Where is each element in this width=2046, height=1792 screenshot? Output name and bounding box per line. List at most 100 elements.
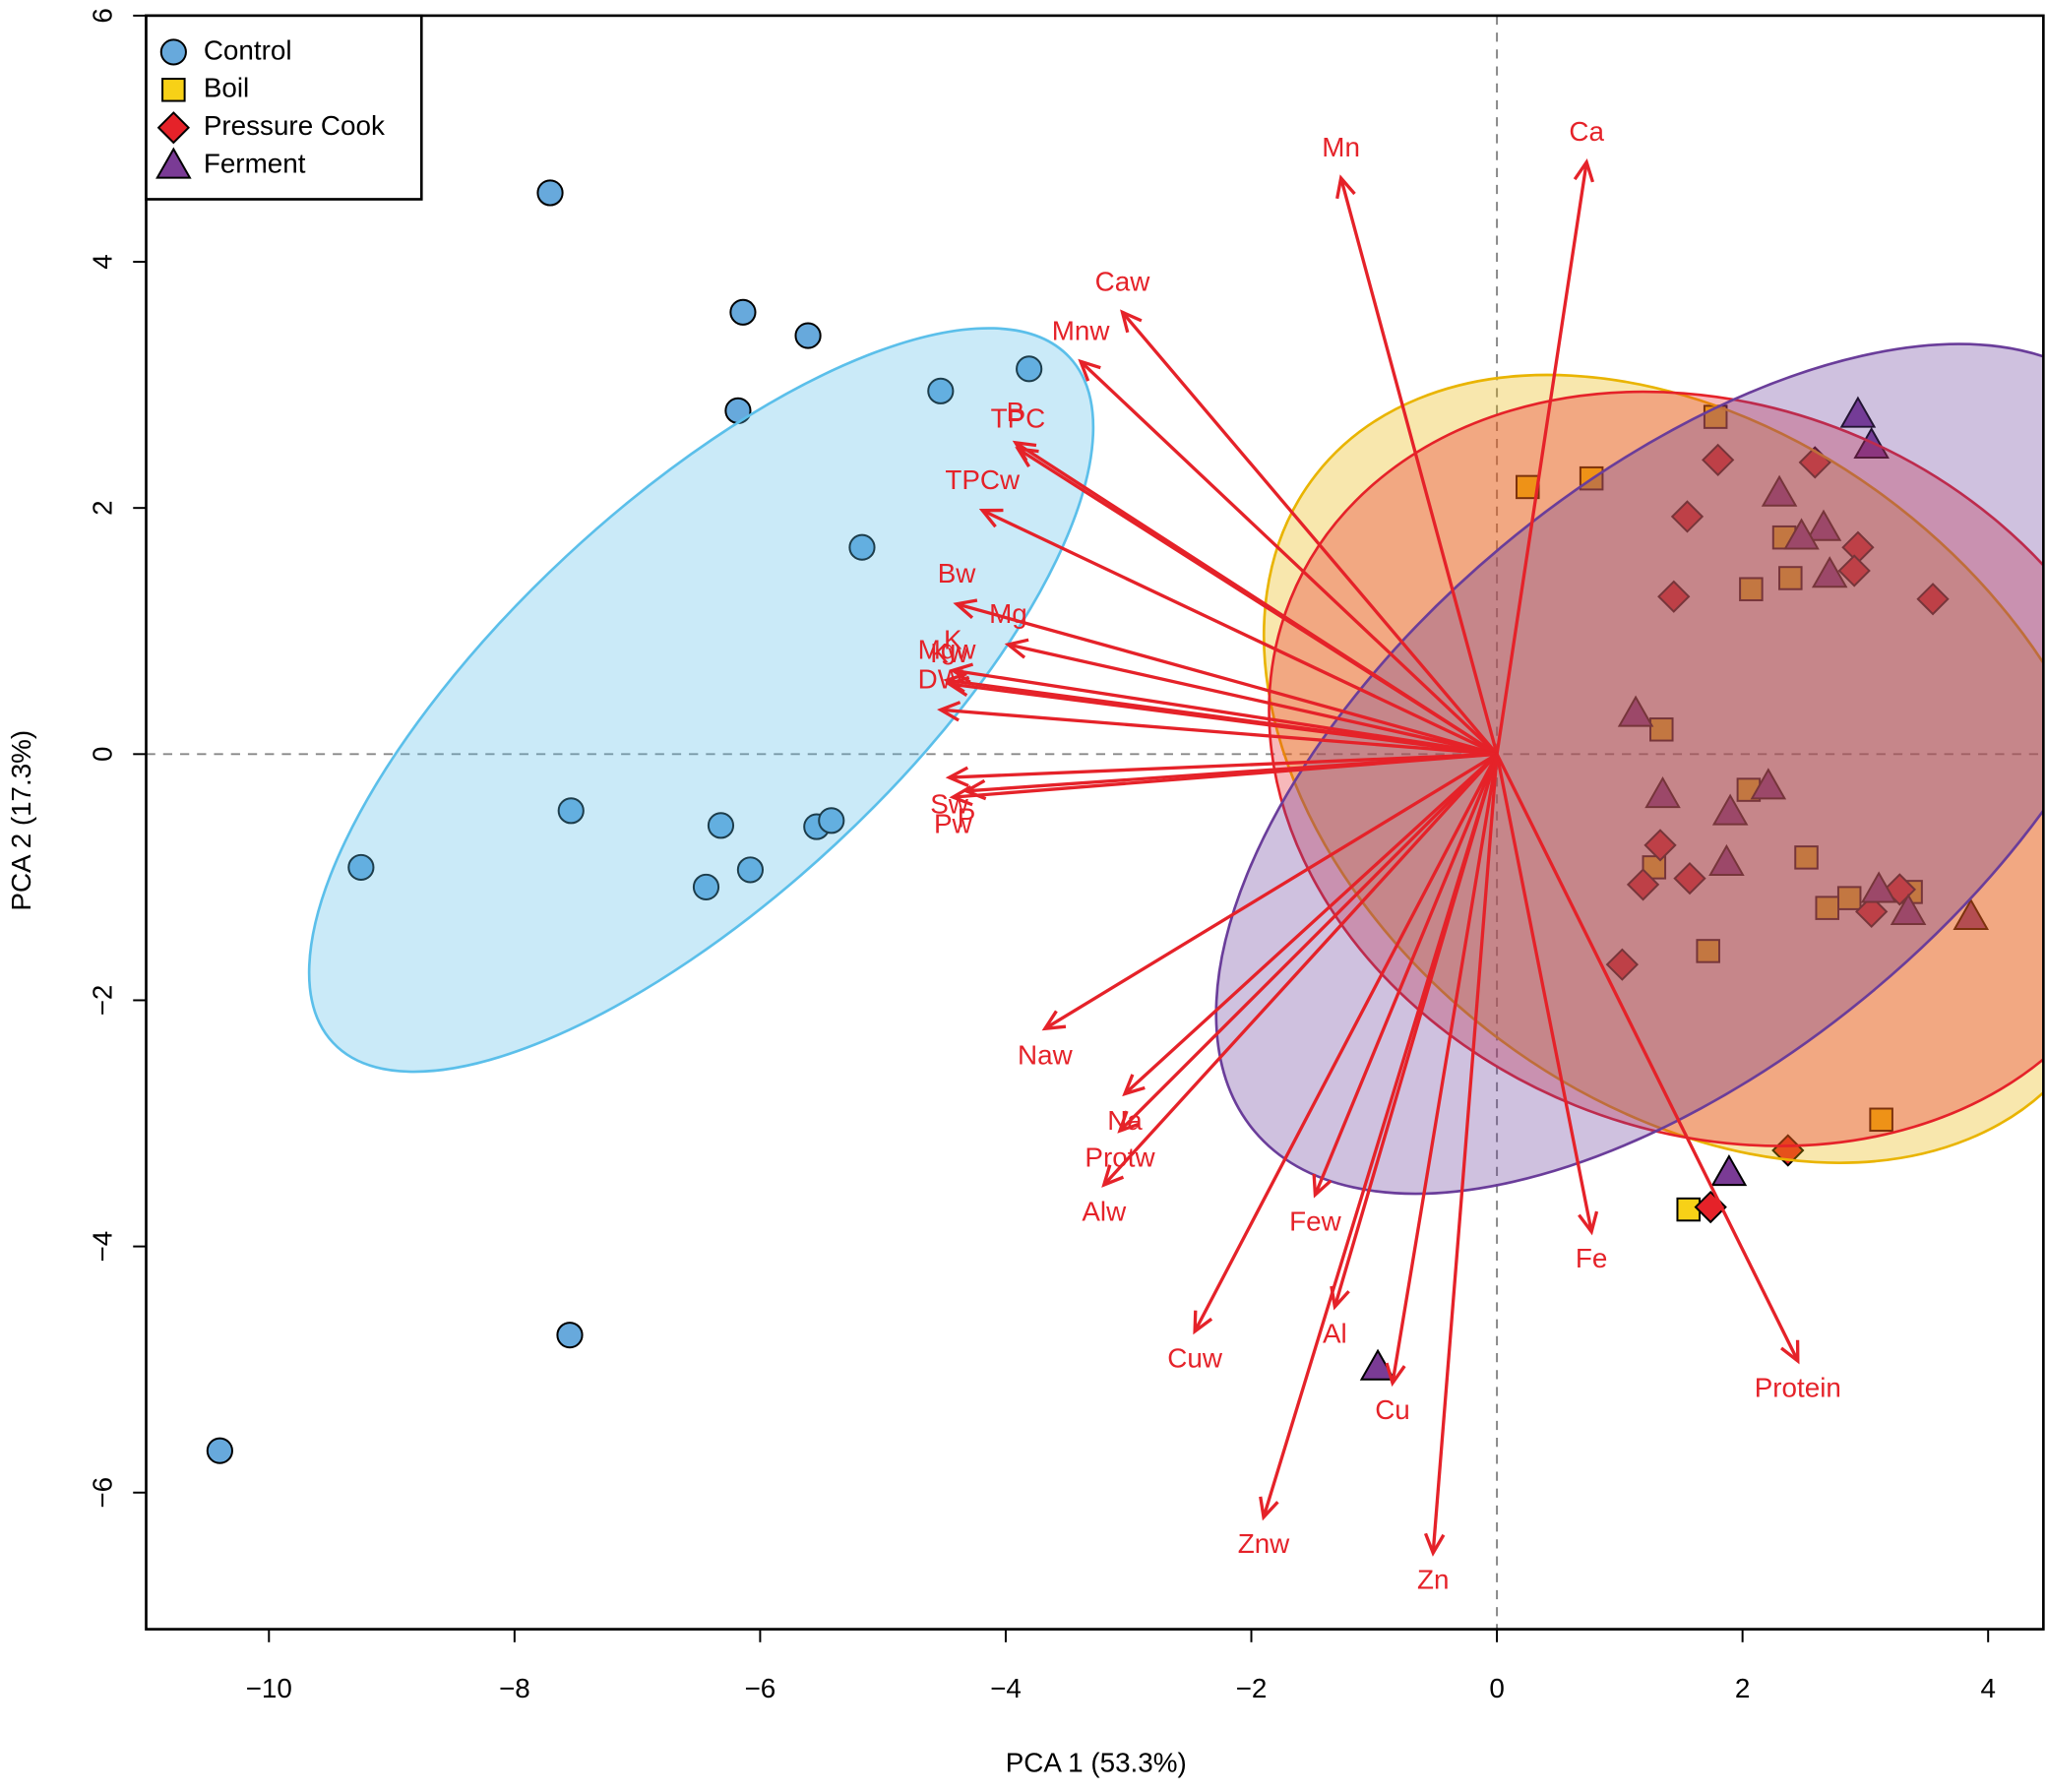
arrowhead [1015,447,1039,468]
legend-marker [156,111,190,145]
point [1626,868,1660,901]
point [1708,843,1745,876]
point [1657,580,1691,613]
legend-box [145,14,423,201]
loading-label: Alw [1082,1197,1127,1227]
point [927,377,955,404]
loading-label: Few [1289,1206,1341,1237]
legend-marker [161,78,186,102]
point [1711,793,1749,826]
y-tick-label: −4 [87,1231,117,1263]
point [1702,443,1735,477]
loading-arrow [1431,754,1499,1554]
point [729,298,757,326]
loading-label: Fe [1576,1243,1607,1273]
loading-arrow [1339,177,1499,755]
point [1860,871,1897,903]
loading-label: K [944,625,962,655]
point [1676,1197,1701,1222]
point [1811,556,1848,588]
loading-arrow [981,509,1498,756]
loading-arrow [1495,753,1593,1232]
arrowhead [1385,1362,1406,1388]
arrowhead [1004,638,1029,659]
loading-label: TPC [991,402,1046,433]
x-axis-label: PCA 1 (53.3%) [1006,1748,1187,1778]
point [794,322,822,349]
y-tick-label: −6 [87,1477,117,1509]
point [1953,897,1990,930]
y-tick-label: 0 [87,747,117,762]
point [347,853,375,881]
arrowhead [1259,1496,1279,1521]
y-tick-label: 6 [87,8,117,23]
loading-label: Al [1323,1318,1347,1348]
loading-label: Zn [1417,1565,1449,1595]
loading-arrow [956,602,1498,756]
loading-label: Mgw [918,635,977,665]
legend-label: Pressure Cook [204,110,385,141]
point [557,797,585,825]
loading-label: Mn [1322,132,1360,162]
point [556,1322,584,1349]
point [1761,474,1798,507]
arrowhead [1573,157,1595,183]
loading-label: Mg [989,598,1027,629]
loading-label: Pw [934,809,973,839]
y-tick-label: 2 [87,500,117,515]
loading-label: Sw [930,789,969,820]
x-tick-label: −6 [745,1673,776,1703]
loading-arrow [1391,754,1499,1384]
loading-arrow [1123,753,1499,1095]
loading-arrow [946,678,1498,756]
loading-label: B [1007,397,1025,427]
loading-arrow [1079,360,1499,756]
loading-arrow [1262,753,1499,1518]
arrowhead [1120,309,1143,334]
loading-label: P [958,802,976,833]
arrowhead [1193,1310,1213,1335]
y-axis-label: PCA 2 (17.3%) [6,730,36,911]
loading-label: TPCw [945,464,1021,495]
point [818,807,845,834]
point [1916,583,1950,616]
point [536,179,564,207]
point [1794,845,1819,870]
point [1778,566,1803,590]
arrowhead [1423,1532,1446,1557]
x-tick-label: −2 [1236,1673,1268,1703]
loading-arrow [1102,753,1499,1187]
x-tick-label: −4 [990,1673,1022,1703]
arrowhead [1578,1210,1599,1236]
confidence-ellipse [1214,342,2044,1196]
arrowhead [962,778,987,801]
legend-label: Control [204,34,292,65]
arrowhead [943,672,967,694]
point [1805,509,1842,541]
legend: Control Boil Pressure Cook Ferment [145,14,423,201]
loading-label: Caw [1095,267,1151,297]
loading-arrow [1495,753,1800,1362]
loading-arrow [1313,753,1499,1196]
loading-arrow [949,752,1498,779]
legend-marker [159,38,187,66]
point [1815,896,1840,920]
point [1649,717,1674,742]
point [1617,695,1654,727]
point [1642,855,1667,880]
loading-label: DW [918,664,964,695]
point [1643,829,1677,862]
point [736,856,765,884]
loading-arrow [965,752,1498,793]
point [1696,939,1720,963]
point [1710,1154,1748,1187]
arrowhead [945,675,970,697]
loading-label: Ca [1569,116,1604,147]
loading-label: Cu [1375,1394,1410,1425]
point [206,1437,233,1464]
loading-label: Bw [938,558,977,588]
x-tick-label: −8 [499,1673,530,1703]
arrowhead [945,766,969,787]
